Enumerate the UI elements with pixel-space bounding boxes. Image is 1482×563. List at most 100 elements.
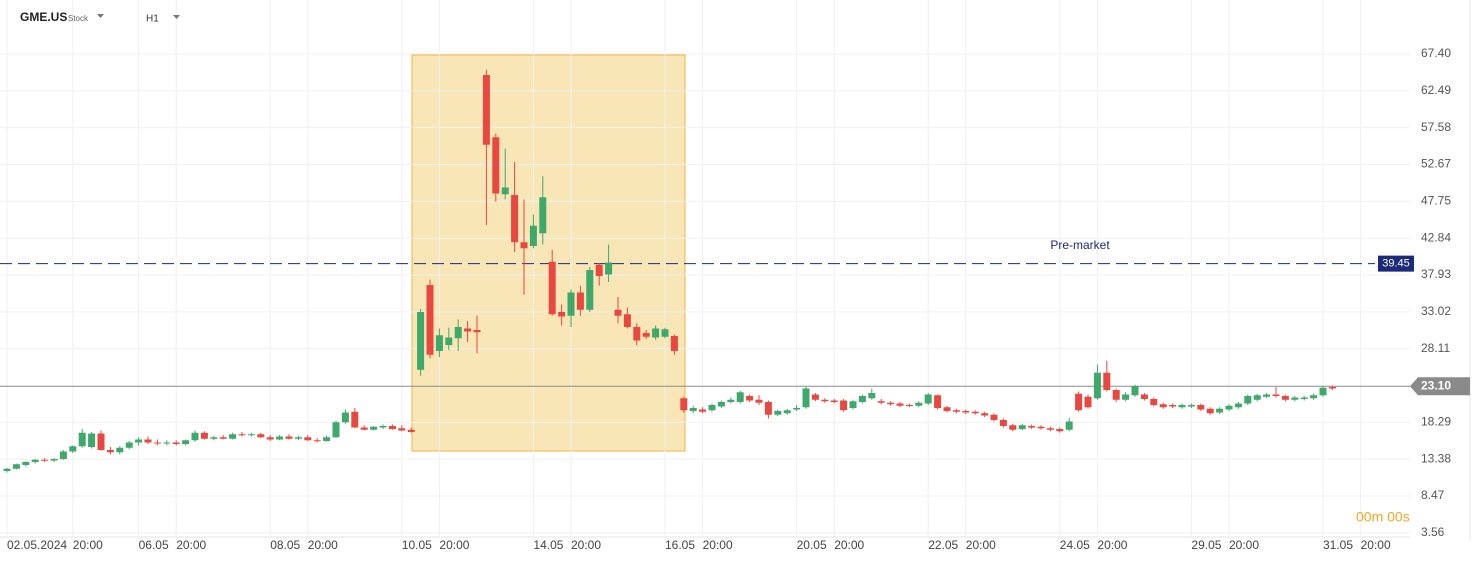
x-tick-label: 20:00 — [73, 538, 103, 552]
candle-body — [1263, 394, 1271, 397]
symbol[interactable]: GME.US — [20, 10, 67, 24]
x-tick-label: 02.05.2024 — [7, 538, 67, 552]
candle-body — [943, 407, 951, 411]
candle-body — [567, 292, 575, 316]
y-tick-label: 28.11 — [1421, 341, 1450, 355]
price-tag — [1378, 255, 1414, 272]
candle-body — [661, 329, 669, 337]
candle-body — [689, 408, 697, 411]
candle-body — [1075, 393, 1083, 411]
candle-body — [605, 262, 613, 275]
candle-body — [304, 437, 312, 441]
candle-body — [97, 433, 105, 450]
candle-body — [172, 442, 180, 444]
candle-body — [1131, 386, 1139, 396]
candle-body — [755, 399, 763, 403]
candle-body — [962, 411, 970, 413]
candle-body — [1272, 394, 1280, 396]
candle-body — [332, 422, 340, 438]
x-tick-label: 10.05 — [402, 538, 432, 552]
candle-body — [915, 402, 923, 406]
dropdown-arrow[interactable] — [97, 14, 104, 18]
candle-body — [774, 411, 782, 415]
candle-body — [1310, 395, 1318, 399]
candle-body — [746, 396, 754, 401]
candle-body — [1112, 390, 1120, 400]
candle-body — [1028, 426, 1036, 428]
candle-body — [1197, 405, 1205, 410]
candle-body — [1009, 425, 1017, 430]
candle-body — [22, 462, 30, 465]
candle-body — [699, 409, 707, 412]
x-tick-label: 16.05 — [665, 538, 695, 552]
candle-body — [229, 434, 237, 439]
x-tick-label: 20:00 — [176, 538, 206, 552]
candle-body — [1225, 405, 1233, 410]
candle-body — [398, 428, 406, 431]
candle-body — [1216, 408, 1224, 413]
candle-body — [116, 447, 124, 453]
candle-body — [623, 314, 631, 327]
interval[interactable]: H1 — [146, 14, 159, 25]
candle-body — [652, 328, 660, 338]
price-tag-label: 39.45 — [1382, 258, 1410, 270]
candle-body — [783, 410, 791, 414]
candle-body — [454, 327, 462, 339]
dropdown-arrow[interactable] — [173, 15, 180, 19]
candle-body — [323, 437, 331, 441]
candle-body — [200, 432, 208, 439]
candle-body — [905, 405, 913, 406]
candle-body — [388, 426, 396, 429]
candle-body — [1159, 404, 1167, 408]
candle-body — [360, 427, 368, 430]
candle-body — [1084, 396, 1092, 408]
candle-body — [210, 437, 218, 439]
candle-body — [407, 429, 415, 432]
candle-body — [849, 401, 857, 408]
y-tick-label: 57.58 — [1421, 120, 1451, 134]
candle-body — [727, 399, 735, 402]
candle-body — [313, 440, 321, 442]
candle-body — [1206, 408, 1214, 414]
x-tick-label: 20:00 — [1229, 538, 1259, 552]
marks: 3.56 8.47 13.38 18.29 28.11 33.02 37.93 42.84 47… — [0, 0, 1470, 552]
candle-body — [642, 333, 650, 337]
candle-body — [802, 388, 810, 408]
y-tick-label: 52.67 — [1421, 157, 1451, 171]
candle-body — [1187, 405, 1195, 407]
candle-body — [153, 442, 161, 444]
candle-body — [276, 436, 284, 440]
candle-body — [896, 403, 904, 406]
candle-body — [764, 402, 772, 415]
candle-body — [1319, 387, 1327, 396]
candle-body — [633, 327, 641, 341]
candle-body — [1328, 387, 1336, 389]
y-tick-label: 42.84 — [1421, 230, 1451, 244]
candle-body — [191, 432, 199, 441]
candle-body — [88, 433, 96, 447]
candle-body — [1065, 421, 1073, 430]
candle-body — [182, 440, 190, 444]
y-tick-label: 33.02 — [1421, 304, 1451, 318]
candle-body — [50, 459, 58, 461]
candle-body — [3, 468, 11, 471]
x-tick-label: 20:00 — [1361, 538, 1391, 552]
candle-body — [1037, 426, 1045, 429]
candle-body — [680, 398, 688, 411]
x-tick-label: 20:00 — [308, 538, 338, 552]
candle-body — [934, 395, 942, 408]
candle-body — [670, 336, 678, 351]
candle-body — [247, 434, 255, 436]
candle-body — [31, 459, 39, 462]
x-tick-label: 20.05 — [797, 538, 827, 552]
candle-body — [1103, 372, 1111, 390]
candle-body — [501, 187, 509, 195]
candle-body — [341, 412, 349, 423]
candle-body — [999, 420, 1007, 426]
candle-body — [1300, 397, 1308, 399]
candle-body — [558, 312, 566, 317]
candle-body — [41, 459, 49, 461]
candle-body — [811, 394, 819, 400]
candle-body — [830, 400, 838, 402]
